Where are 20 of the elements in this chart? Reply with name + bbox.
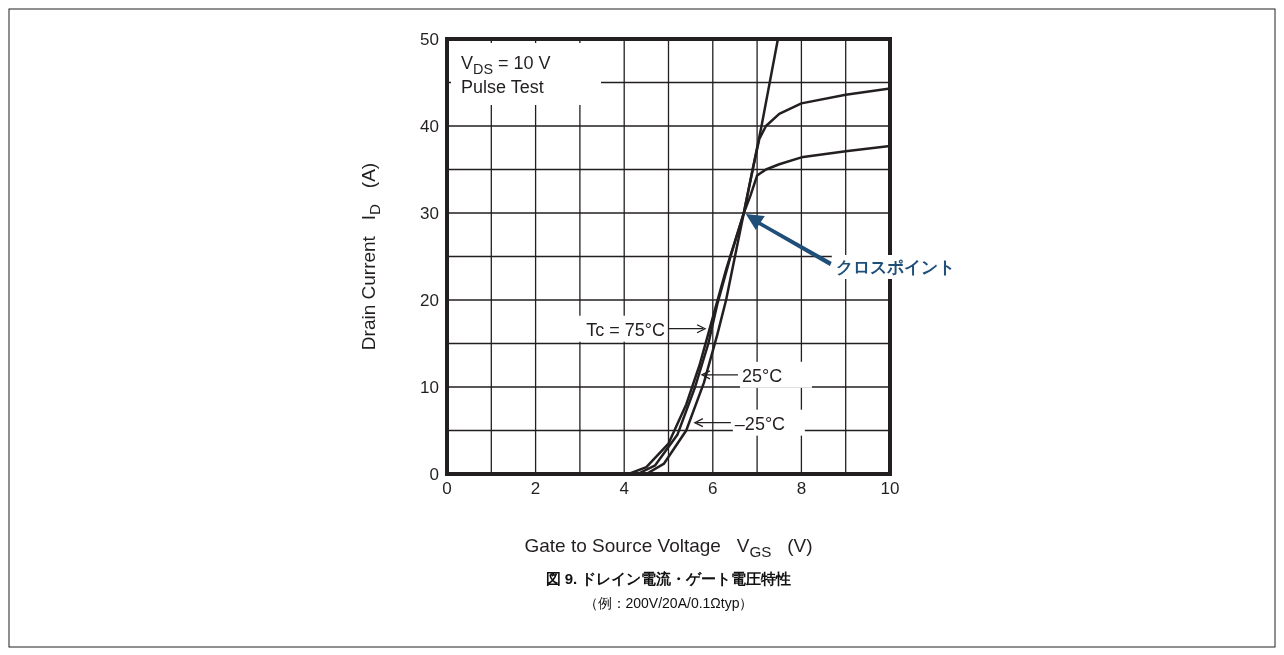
x-tick-label: 4 xyxy=(619,479,629,499)
x-tick-label: 6 xyxy=(708,479,718,499)
annotation: Tc = 75°C xyxy=(586,319,666,340)
text: 図 9. ドレイン電流・ゲート電圧特性 xyxy=(545,570,792,587)
x-axis-title: Gate to Source Voltage V$_{GS}$ (V) xyxy=(524,535,813,560)
annotation: Pulse Test xyxy=(461,77,544,97)
y-tick-label: 10 xyxy=(420,378,439,398)
text: （例：200V/20A/0.1Ωtyp） xyxy=(583,595,754,611)
annotation: V$_{DS}$ = 10 V xyxy=(461,53,551,77)
x-tick-label: 8 xyxy=(796,479,807,499)
annotation: 25°C xyxy=(741,365,783,386)
y-tick-label: 40 xyxy=(420,117,439,137)
y-tick-label: 0 xyxy=(429,465,439,485)
y-tick-label: 20 xyxy=(420,291,439,311)
y-tick-label: 30 xyxy=(420,204,439,224)
x-tick-label: 0 xyxy=(442,479,452,499)
annotation: –25°C xyxy=(734,413,786,434)
x-tick-label: 10 xyxy=(880,479,900,499)
x-tick-label: 2 xyxy=(530,479,541,499)
y-tick-label: 50 xyxy=(420,30,439,50)
